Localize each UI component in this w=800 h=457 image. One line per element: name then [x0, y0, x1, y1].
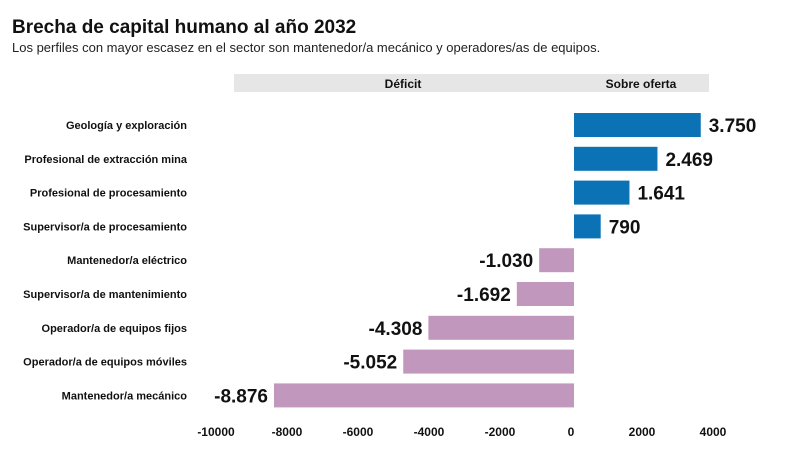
value-label: -5.052: [343, 353, 397, 374]
x-tick-label: -6000: [343, 425, 374, 439]
chart-title: Brecha de capital humano al año 2032: [12, 17, 357, 38]
bar: [428, 315, 574, 340]
x-tick-label: 4000: [700, 425, 727, 439]
bar: [539, 248, 574, 273]
x-tick-label: -2000: [485, 425, 516, 439]
surplus-header: Sobre oferta: [605, 77, 677, 91]
x-tick-label: -10000: [197, 425, 235, 439]
bar: [574, 146, 658, 171]
value-label: 1.641: [637, 184, 685, 205]
header-band: [234, 74, 709, 92]
bar: [403, 349, 574, 374]
x-tick-label: 2000: [629, 425, 656, 439]
bar: [574, 214, 601, 239]
value-label: -1.692: [457, 285, 511, 306]
chart-subtitle: Los perfiles con mayor escasez en el sec…: [12, 40, 601, 55]
bar: [574, 180, 630, 205]
bar: [516, 282, 574, 306]
value-label: 3.750: [709, 116, 757, 137]
value-label: 790: [609, 217, 641, 238]
category-label: Mantenedor/a mecánico: [62, 390, 188, 402]
category-label: Profesional de extracción mina: [24, 154, 187, 166]
x-tick-label: 0: [568, 425, 575, 439]
bar: [274, 383, 574, 408]
category-label: Mantenedor/a eléctrico: [67, 255, 187, 267]
category-label: Geología y exploración: [66, 120, 187, 132]
category-label: Supervisor/a de mantenimiento: [23, 289, 187, 301]
category-label: Supervisor/a de procesamiento: [23, 221, 187, 233]
value-label: -8.876: [214, 386, 268, 407]
value-label: -1.030: [479, 251, 533, 272]
value-label: 2.469: [665, 150, 713, 171]
bar: [574, 113, 701, 137]
deficit-header: Déficit: [384, 77, 422, 91]
value-label: -4.308: [369, 319, 423, 340]
category-label: Operador/a de equipos fijos: [42, 323, 187, 335]
x-tick-label: -8000: [272, 425, 303, 439]
category-label: Profesional de procesamiento: [30, 188, 187, 200]
category-label: Operador/a de equipos móviles: [23, 357, 187, 369]
x-tick-label: -4000: [414, 425, 445, 439]
